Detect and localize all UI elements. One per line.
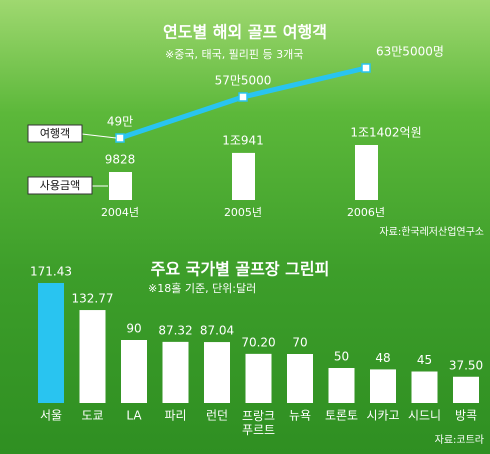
x-tick-label: LA (126, 409, 142, 423)
value-label: 50 (334, 350, 349, 364)
bar (245, 353, 272, 403)
line-point (238, 92, 248, 102)
x-tick-label: 2006년 (347, 206, 385, 219)
chart-greenfee: 주요 국가별 골프장 그린피 ※18홀 기준, 단위:달러 자료:코트라 171… (30, 260, 484, 447)
value-label: 48 (375, 351, 390, 365)
x-tick-label: 도쿄 (81, 409, 103, 423)
line-point (115, 133, 125, 143)
x-tick-label: 파리 (164, 409, 186, 423)
series-label: 여행객 (40, 127, 70, 140)
spending-bar (355, 145, 378, 200)
source: 자료:코트라 (435, 434, 484, 446)
x-tick-label: 런던 (206, 409, 228, 423)
label-box (27, 176, 93, 195)
label-box (27, 124, 83, 143)
value-label: 132.77 (72, 292, 114, 306)
bar (79, 310, 106, 403)
x-tick-label: 시드니 (408, 409, 441, 423)
x-tick-label: 뉴욕 (289, 409, 311, 423)
value-label: 63만5000명 (376, 45, 444, 59)
bar (411, 371, 438, 403)
bar (121, 340, 147, 403)
series-label: 사용금액 (40, 179, 80, 192)
chart-subtitle: ※18홀 기준, 단위:달러 (148, 282, 256, 295)
bar (162, 341, 189, 403)
value-label: 1조941 (222, 133, 264, 147)
value-label: 90 (126, 322, 141, 336)
bar (453, 376, 479, 403)
x-tick-label: 서울 (40, 409, 62, 423)
value-label: 9828 (105, 153, 136, 167)
value-label: 87.04 (200, 324, 234, 338)
value-label: 49만 (107, 115, 133, 129)
value-label: 45 (417, 353, 432, 367)
bar (370, 369, 396, 403)
value-label: 171.43 (30, 264, 72, 278)
x-tick-label: 방콕 (455, 409, 477, 423)
bar (38, 282, 64, 403)
value-label: 70 (292, 336, 307, 350)
value-label: 1조1402억원 (350, 126, 421, 140)
bar (204, 342, 230, 403)
chart-title: 연도별 해외 골프 여행객 (163, 23, 327, 42)
x-tick-label: 시카고 (366, 409, 399, 423)
x-tick-label: 2005년 (224, 206, 262, 219)
x-tick-label: 프랑크 푸르트 (242, 409, 275, 437)
spending-bar (109, 172, 132, 200)
chart-travelers: 연도별 해외 골프 여행객 ※중국, 태국, 필리핀 등 3개국 자료:한국레저… (27, 23, 484, 238)
x-tick-label: 토론토 (325, 409, 358, 423)
bar (328, 368, 355, 403)
chart-subtitle: ※중국, 태국, 필리핀 등 3개국 (165, 48, 303, 61)
spending-bar (232, 152, 255, 200)
connector (81, 133, 117, 139)
x-tick-label: 2004년 (101, 206, 139, 219)
value-label: 57만5000 (215, 73, 272, 87)
source: 자료:한국레저산업연구소 (379, 225, 484, 238)
value-label: 37.50 (449, 358, 483, 372)
line-point (361, 63, 371, 73)
value-label: 70.20 (241, 335, 275, 349)
bar (287, 354, 313, 403)
value-label: 87.32 (158, 323, 192, 337)
chart-title: 주요 국가별 골프장 그린피 (151, 260, 330, 279)
